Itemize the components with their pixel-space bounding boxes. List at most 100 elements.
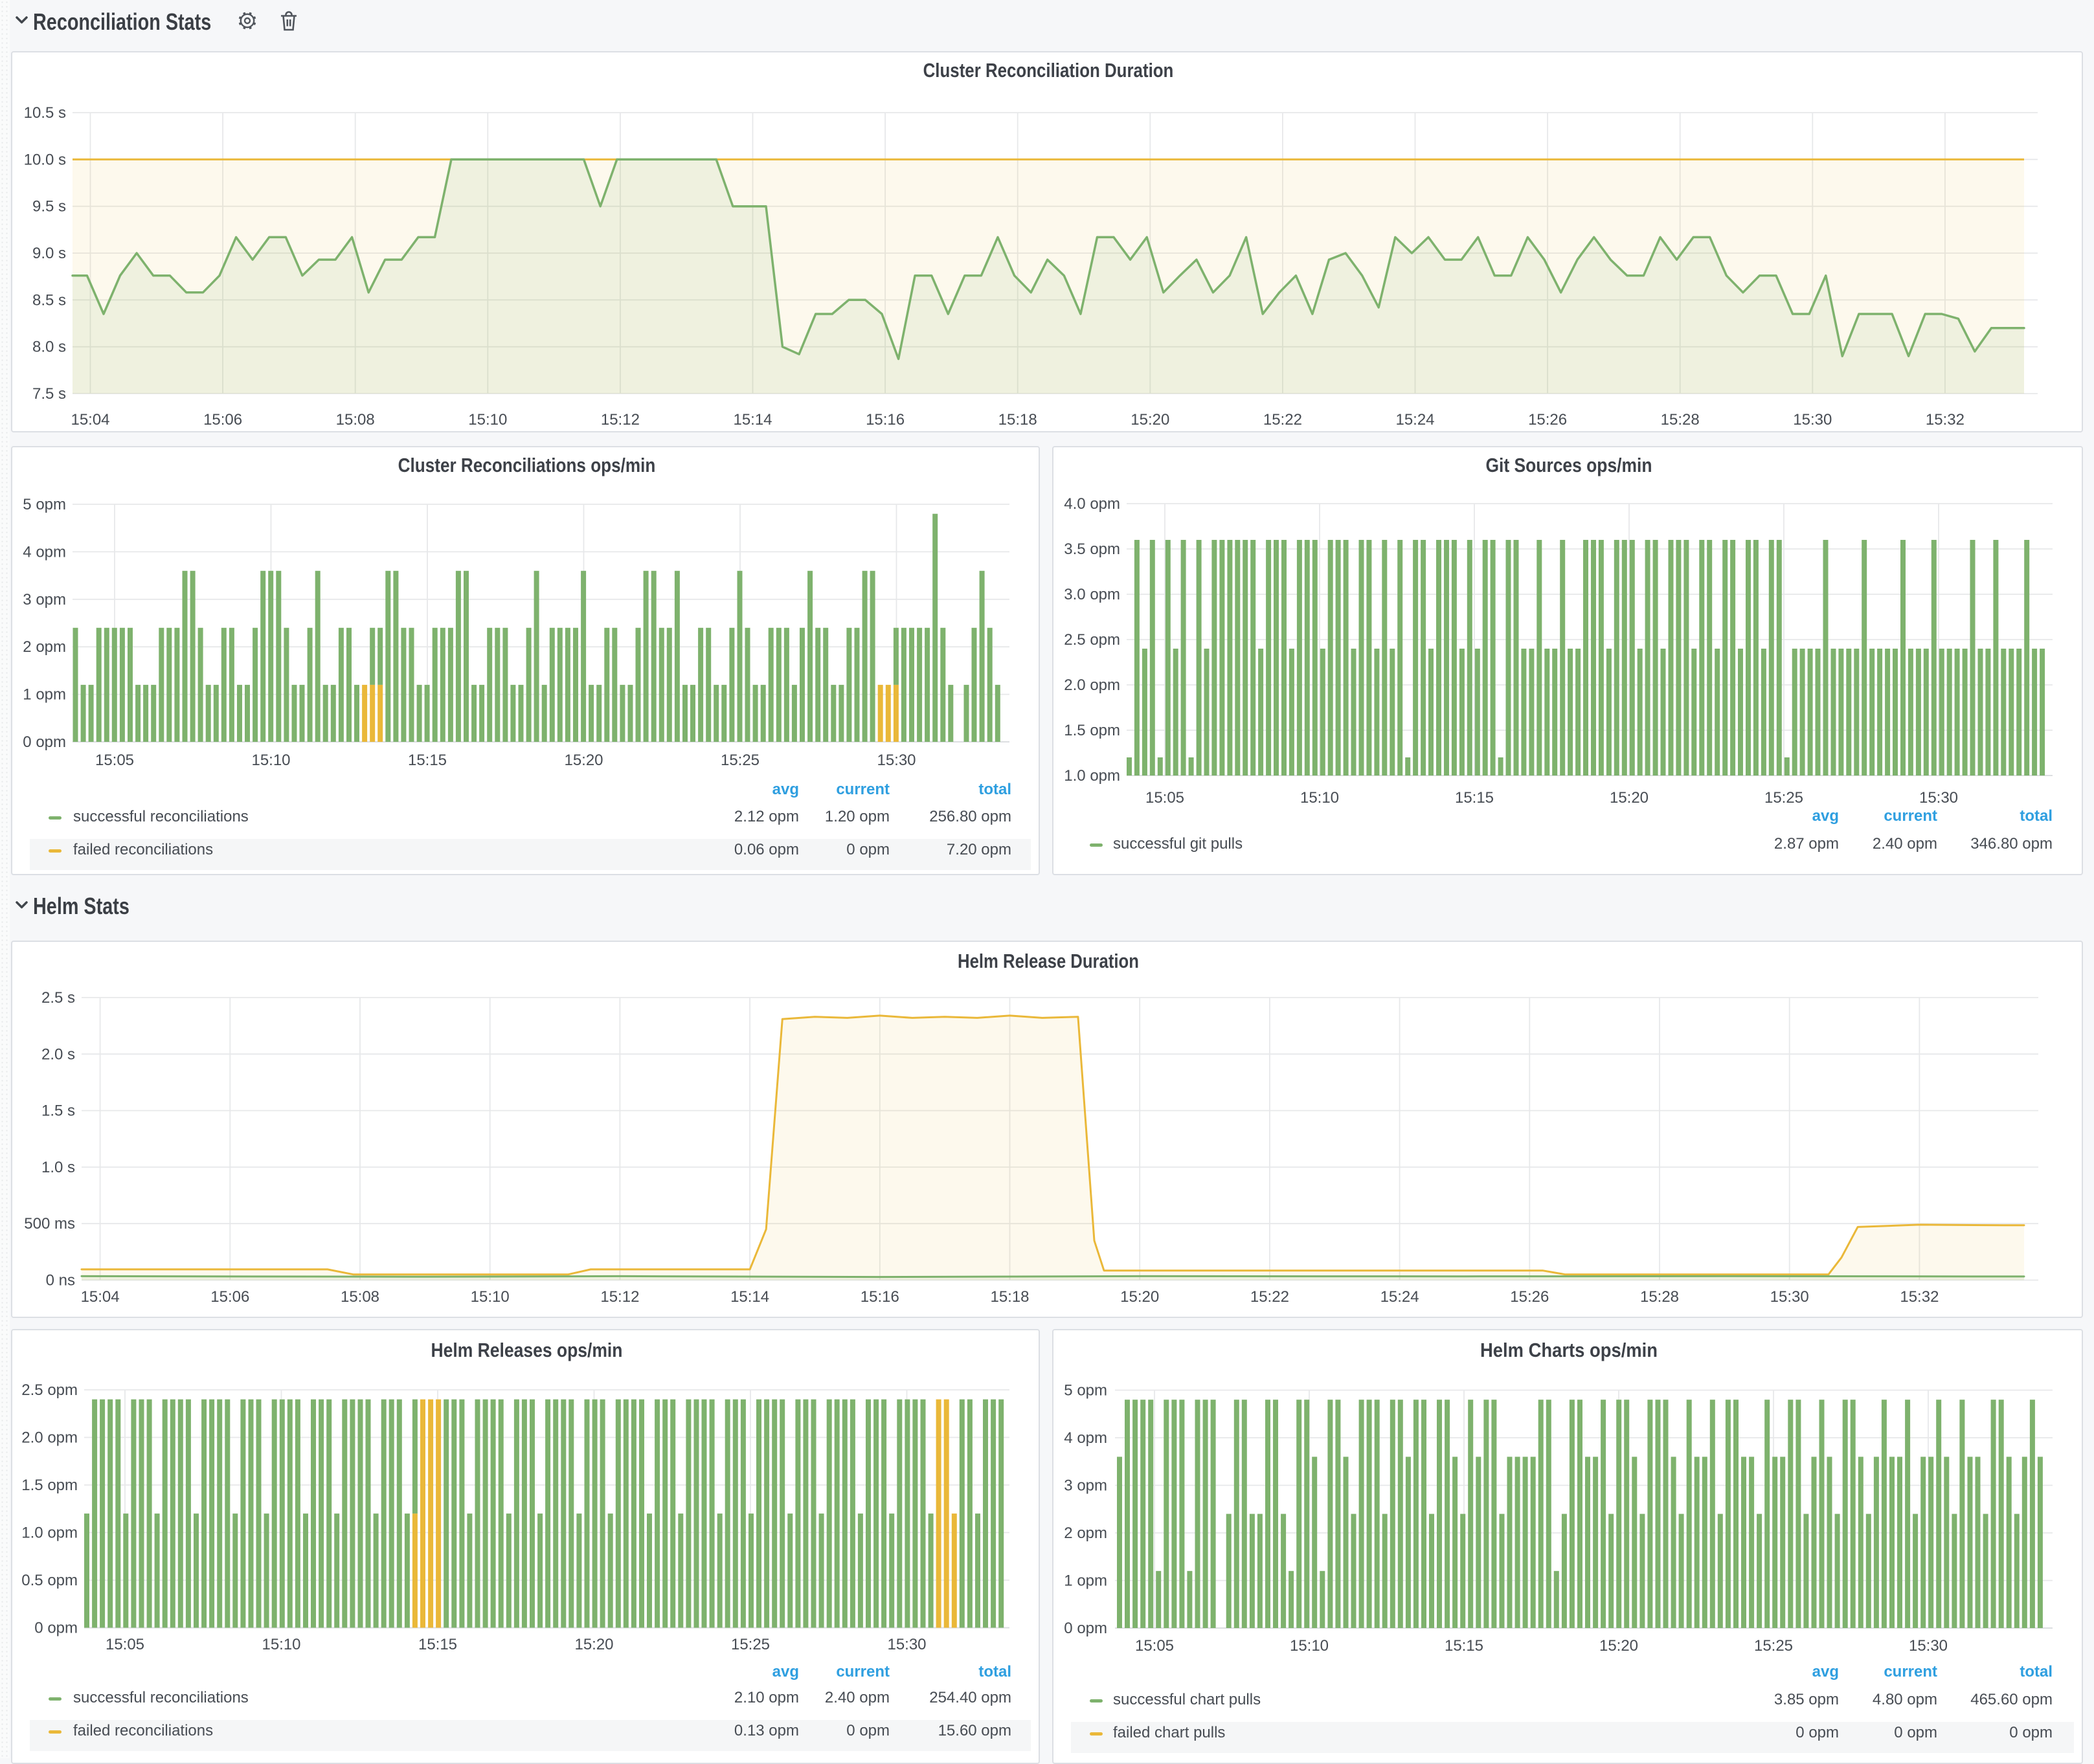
- svg-text:15:20: 15:20: [574, 1636, 613, 1653]
- svg-text:15:05: 15:05: [95, 752, 134, 769]
- svg-text:2 opm: 2 opm: [1064, 1524, 1107, 1542]
- svg-text:15:10: 15:10: [262, 1636, 300, 1653]
- svg-text:15:28: 15:28: [1661, 411, 1700, 429]
- svg-text:15:25: 15:25: [721, 752, 760, 769]
- svg-text:15:08: 15:08: [341, 1288, 379, 1306]
- svg-text:3.85 opm: 3.85 opm: [1774, 1691, 1839, 1708]
- svg-text:346.80 opm: 346.80 opm: [1970, 835, 2053, 853]
- svg-text:10.5 s: 10.5 s: [24, 104, 66, 122]
- svg-text:avg: avg: [1812, 1663, 1839, 1680]
- svg-text:15:32: 15:32: [1900, 1288, 1939, 1306]
- svg-text:8.5 s: 8.5 s: [32, 291, 66, 309]
- svg-text:15:30: 15:30: [1919, 789, 1958, 807]
- svg-text:Git Sources ops/min: Git Sources ops/min: [1485, 454, 1652, 476]
- svg-text:15:10: 15:10: [1300, 789, 1339, 807]
- svg-text:4 opm: 4 opm: [1064, 1429, 1107, 1447]
- svg-text:2.87 opm: 2.87 opm: [1774, 835, 1839, 853]
- svg-text:total: total: [978, 781, 1011, 798]
- svg-text:Helm Releases ops/min: Helm Releases ops/min: [431, 1339, 623, 1361]
- svg-text:15:20: 15:20: [1120, 1288, 1159, 1306]
- svg-text:15:04: 15:04: [71, 411, 109, 429]
- svg-text:15:18: 15:18: [990, 1288, 1029, 1306]
- svg-text:5 opm: 5 opm: [23, 496, 66, 513]
- svg-text:1.5 opm: 1.5 opm: [21, 1477, 78, 1494]
- svg-text:15:06: 15:06: [210, 1288, 249, 1306]
- svg-text:0 opm: 0 opm: [846, 1722, 890, 1739]
- svg-text:15:10: 15:10: [1290, 1637, 1329, 1655]
- svg-text:15:05: 15:05: [1135, 1637, 1174, 1655]
- svg-text:15:05: 15:05: [106, 1636, 144, 1653]
- svg-text:2 opm: 2 opm: [23, 638, 66, 656]
- svg-text:current: current: [1884, 807, 1937, 825]
- svg-text:2.40 opm: 2.40 opm: [825, 1689, 890, 1706]
- svg-text:1.5 opm: 1.5 opm: [1064, 722, 1120, 739]
- svg-text:total: total: [978, 1663, 1011, 1680]
- svg-text:7.20 opm: 7.20 opm: [947, 841, 1011, 858]
- svg-text:15:28: 15:28: [1640, 1288, 1679, 1306]
- svg-text:15:16: 15:16: [861, 1288, 899, 1306]
- svg-text:0 opm: 0 opm: [1796, 1724, 1839, 1741]
- svg-text:2.5 s: 2.5 s: [41, 989, 75, 1007]
- svg-text:15:30: 15:30: [877, 752, 916, 769]
- svg-text:15:22: 15:22: [1250, 1288, 1289, 1306]
- svg-text:2.40 opm: 2.40 opm: [1873, 835, 1937, 853]
- svg-text:2.10 opm: 2.10 opm: [734, 1689, 799, 1706]
- svg-text:2.5 opm: 2.5 opm: [1064, 631, 1120, 649]
- svg-text:15:14: 15:14: [730, 1288, 769, 1306]
- svg-text:successful git pulls: successful git pulls: [1113, 835, 1243, 853]
- svg-text:9.0 s: 9.0 s: [32, 245, 66, 262]
- svg-text:total: total: [2020, 807, 2053, 825]
- svg-text:0 opm: 0 opm: [1064, 1620, 1107, 1637]
- svg-text:15:10: 15:10: [468, 411, 507, 429]
- svg-text:Cluster Reconciliation Duratio: Cluster Reconciliation Duration: [923, 60, 1174, 82]
- svg-text:15:20: 15:20: [1599, 1637, 1638, 1655]
- svg-text:15:15: 15:15: [1445, 1637, 1483, 1655]
- svg-text:15:15: 15:15: [418, 1636, 457, 1653]
- svg-text:15:15: 15:15: [408, 752, 447, 769]
- svg-text:0 opm: 0 opm: [34, 1620, 78, 1637]
- svg-text:avg: avg: [772, 1663, 799, 1680]
- svg-text:15:16: 15:16: [866, 411, 905, 429]
- svg-text:current: current: [1884, 1663, 1937, 1680]
- svg-text:1 opm: 1 opm: [1064, 1572, 1107, 1590]
- svg-text:0 opm: 0 opm: [23, 733, 66, 751]
- svg-text:15:26: 15:26: [1510, 1288, 1549, 1306]
- svg-text:2.0 s: 2.0 s: [41, 1045, 75, 1063]
- svg-text:15:06: 15:06: [203, 411, 242, 429]
- svg-text:256.80 opm: 256.80 opm: [929, 808, 1011, 825]
- svg-text:15:25: 15:25: [1764, 789, 1803, 807]
- svg-text:total: total: [2020, 1663, 2053, 1680]
- svg-text:0 opm: 0 opm: [846, 841, 890, 858]
- svg-text:1.20 opm: 1.20 opm: [825, 808, 890, 825]
- svg-text:254.40 opm: 254.40 opm: [929, 1689, 1011, 1706]
- svg-text:4.0 opm: 4.0 opm: [1064, 495, 1120, 513]
- svg-text:15:24: 15:24: [1380, 1288, 1419, 1306]
- svg-text:0.06 opm: 0.06 opm: [734, 841, 799, 858]
- svg-text:1.0 opm: 1.0 opm: [21, 1524, 78, 1542]
- svg-text:15:18: 15:18: [998, 411, 1037, 429]
- svg-text:2.5 opm: 2.5 opm: [21, 1381, 78, 1399]
- svg-text:7.5 s: 7.5 s: [32, 385, 66, 403]
- svg-text:15:20: 15:20: [564, 752, 603, 769]
- svg-text:15:30: 15:30: [887, 1636, 926, 1653]
- svg-text:3.5 opm: 3.5 opm: [1064, 541, 1120, 558]
- svg-text:Cluster Reconciliations ops/mi: Cluster Reconciliations ops/min: [398, 454, 656, 477]
- svg-text:current: current: [836, 1663, 890, 1680]
- svg-text:failed reconciliations: failed reconciliations: [73, 1722, 213, 1739]
- svg-text:15:08: 15:08: [336, 411, 375, 429]
- svg-text:1.0 s: 1.0 s: [41, 1159, 75, 1176]
- svg-text:1 opm: 1 opm: [23, 686, 66, 704]
- svg-text:10.0 s: 10.0 s: [24, 151, 66, 168]
- svg-text:3 opm: 3 opm: [1064, 1477, 1107, 1495]
- svg-text:Helm Release Duration: Helm Release Duration: [958, 950, 1139, 973]
- svg-text:0 opm: 0 opm: [1894, 1724, 1937, 1741]
- svg-text:avg: avg: [772, 781, 799, 798]
- svg-text:2.0 opm: 2.0 opm: [1064, 676, 1120, 694]
- svg-text:3 opm: 3 opm: [23, 591, 66, 608]
- svg-text:15:30: 15:30: [1793, 411, 1832, 429]
- svg-text:15:10: 15:10: [251, 752, 290, 769]
- svg-text:2.0 opm: 2.0 opm: [21, 1429, 78, 1447]
- svg-text:1.0 opm: 1.0 opm: [1064, 767, 1120, 785]
- svg-text:0.5 opm: 0.5 opm: [21, 1572, 78, 1589]
- svg-text:0 opm: 0 opm: [2009, 1724, 2053, 1741]
